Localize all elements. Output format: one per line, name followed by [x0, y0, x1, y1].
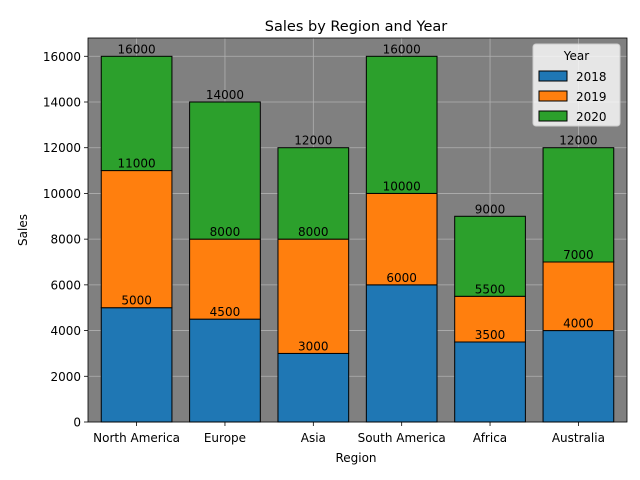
y-tick-label: 2000 — [50, 370, 81, 384]
x-axis-label: Region — [335, 451, 376, 465]
data-label: 12000 — [559, 134, 597, 148]
x-tick-label: Australia — [552, 431, 605, 445]
data-label: 12000 — [294, 134, 332, 148]
legend-title: Year — [563, 49, 589, 63]
legend-label-2020: 2020 — [576, 110, 607, 124]
data-label: 9000 — [475, 202, 506, 216]
y-tick-label: 4000 — [50, 324, 81, 338]
bar-2018-4 — [454, 341, 526, 423]
bar-2019-5 — [542, 261, 615, 332]
data-label: 16000 — [118, 42, 156, 56]
data-label: 8000 — [298, 225, 329, 239]
bar-2020-4 — [454, 215, 526, 297]
bar-2018-1 — [189, 318, 261, 423]
data-label: 7000 — [563, 248, 594, 262]
data-label: 6000 — [386, 271, 417, 285]
y-axis: 0 2000 4000 6000 8000 10000 12000 14000 16000 — [43, 50, 88, 430]
data-label: 10000 — [383, 179, 421, 193]
plot-frame — [87, 37, 628, 423]
legend-swatch-2019 — [538, 90, 568, 102]
y-tick-label: 12000 — [43, 141, 81, 155]
y-tick-label: 6000 — [50, 278, 81, 292]
legend-swatch-2018 — [538, 70, 568, 82]
bar-2020-3 — [365, 55, 438, 194]
y-tick-label: 10000 — [43, 187, 81, 201]
data-label: 3500 — [475, 328, 506, 342]
bar-2019-1 — [189, 238, 261, 320]
bar-2018-0 — [100, 307, 173, 423]
bar-2020-0 — [100, 55, 173, 172]
data-label: 16000 — [383, 42, 421, 56]
bar-2020-1 — [189, 101, 261, 240]
y-tick-label: 0 — [73, 416, 81, 430]
bar-2019-2 — [277, 238, 350, 354]
x-axis: North America Europe Asia South America Afri… — [93, 422, 605, 445]
y-tick-label: 16000 — [43, 50, 81, 64]
bar-2018-2 — [277, 352, 350, 423]
data-label: 11000 — [118, 157, 156, 171]
bar-2020-5 — [542, 147, 615, 263]
y-axis-label: Sales — [16, 214, 30, 246]
data-label: 4000 — [563, 317, 594, 331]
x-tick-label: Asia — [301, 431, 326, 445]
bar-2018-5 — [542, 330, 615, 423]
bar-2020-2 — [277, 147, 350, 240]
y-tick-label: 8000 — [50, 233, 81, 247]
bar-2019-3 — [365, 192, 438, 286]
x-tick-label: Africa — [473, 431, 507, 445]
bar-2019-0 — [100, 170, 173, 309]
y-tick-label: 14000 — [43, 96, 81, 110]
chart-title: Sales by Region and Year — [265, 19, 447, 35]
data-label: 8000 — [210, 225, 241, 239]
x-tick-label: North America — [93, 431, 180, 445]
x-tick-label: South America — [358, 431, 446, 445]
bars — [100, 55, 615, 423]
bar-2018-3 — [365, 284, 438, 423]
legend-box — [532, 43, 621, 127]
x-tick-label: Europe — [204, 431, 246, 445]
legend-label-2018: 2018 — [576, 70, 607, 84]
data-label: 14000 — [206, 88, 244, 102]
data-labels: 5000 4500 3000 6000 3500 4000 11000 8000 8000 100… — [118, 42, 598, 353]
legend-label-2019: 2019 — [576, 90, 607, 104]
legend: Year 2018 2019 2020 — [532, 43, 621, 127]
data-label: 3000 — [298, 339, 329, 353]
bar-2019-4 — [454, 295, 526, 343]
legend-swatch-2020 — [538, 110, 568, 122]
data-label: 5500 — [475, 282, 506, 296]
data-label: 4500 — [210, 305, 241, 319]
data-label: 5000 — [121, 294, 152, 308]
